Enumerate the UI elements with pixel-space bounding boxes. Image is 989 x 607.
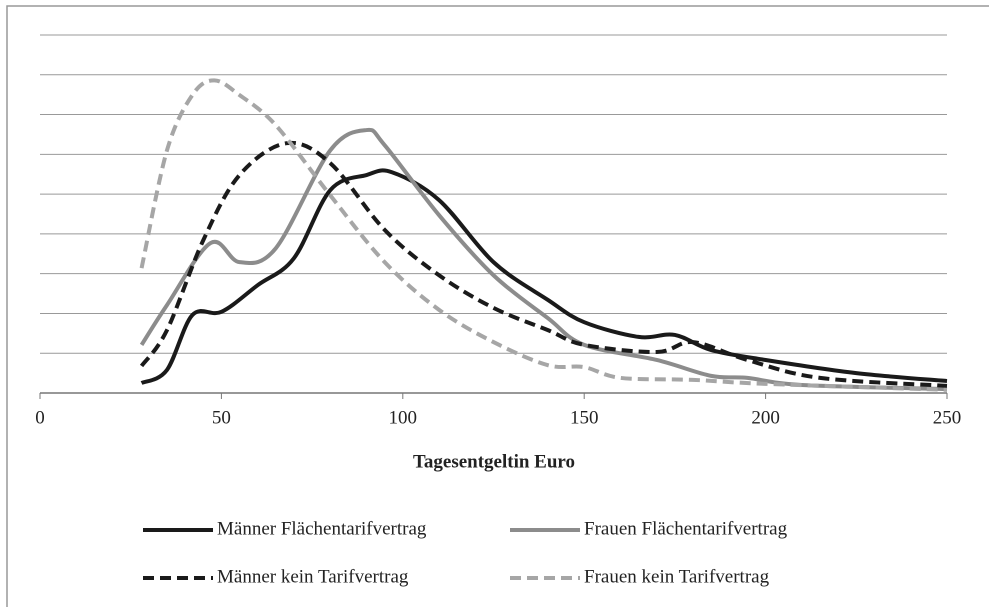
x-tick-label: 150	[570, 407, 599, 428]
x-tick-label: 200	[751, 407, 780, 428]
x-tick-label: 0	[35, 407, 45, 428]
frame	[6, 5, 989, 607]
x-axis-title: Tagesentgeltin Euro	[413, 451, 575, 472]
series-line	[139, 78, 948, 392]
x-tick-label: 250	[933, 407, 962, 428]
series-line	[140, 168, 948, 385]
series-line	[139, 127, 948, 392]
legend-label: Männer Flächentarifvertrag	[217, 518, 427, 539]
x-tick-label: 50	[212, 407, 231, 428]
legend-label: Frauen kein Tarifvertrag	[584, 566, 770, 587]
x-tick-label: 100	[389, 407, 418, 428]
series-line	[139, 140, 948, 388]
legend-label: Frauen Flächentarifvertrag	[584, 518, 788, 539]
legend-label: Männer kein Tarifvertrag	[217, 566, 409, 587]
